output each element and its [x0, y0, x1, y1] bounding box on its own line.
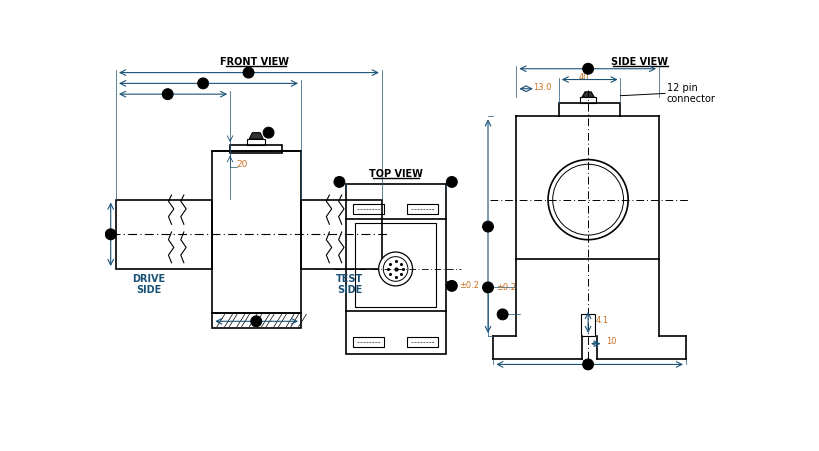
Text: 4: 4 — [108, 230, 113, 239]
Text: 13.0: 13.0 — [533, 83, 551, 92]
Circle shape — [446, 281, 457, 291]
Text: 20: 20 — [236, 160, 247, 169]
Text: 1: 1 — [265, 128, 271, 137]
Circle shape — [105, 229, 116, 239]
Circle shape — [197, 78, 208, 89]
Text: 12 pin
connector: 12 pin connector — [666, 83, 715, 104]
Bar — [353, 337, 383, 347]
Text: 12: 12 — [333, 177, 345, 186]
Text: DRIVE
SIDE: DRIVE SIDE — [132, 274, 165, 295]
Bar — [212, 313, 301, 328]
Bar — [407, 203, 437, 214]
Circle shape — [251, 316, 261, 327]
Bar — [353, 203, 383, 214]
Text: 9: 9 — [485, 283, 491, 292]
Bar — [559, 103, 620, 116]
Bar — [247, 139, 265, 145]
Bar — [230, 145, 282, 153]
Text: 10: 10 — [496, 310, 508, 319]
Text: 11: 11 — [581, 360, 593, 369]
Circle shape — [333, 176, 344, 187]
Text: 5: 5 — [165, 90, 170, 99]
Circle shape — [378, 252, 412, 286]
Text: ±0.2: ±0.2 — [495, 283, 515, 292]
Circle shape — [496, 309, 508, 320]
Text: 8: 8 — [485, 222, 491, 231]
Circle shape — [482, 221, 493, 232]
Text: TOP VIEW: TOP VIEW — [369, 169, 422, 179]
Polygon shape — [581, 92, 594, 97]
Bar — [116, 200, 212, 269]
Circle shape — [446, 176, 457, 187]
Text: 40: 40 — [577, 74, 588, 83]
Bar — [301, 200, 382, 269]
Text: SIDE VIEW: SIDE VIEW — [610, 57, 667, 67]
Bar — [407, 337, 437, 347]
Text: 5: 5 — [448, 177, 455, 186]
Circle shape — [552, 164, 622, 235]
Circle shape — [162, 89, 173, 100]
Bar — [212, 151, 301, 313]
Text: 3: 3 — [200, 79, 206, 88]
Text: 13: 13 — [446, 281, 457, 290]
Bar — [580, 97, 595, 103]
Circle shape — [582, 359, 593, 370]
Text: 6: 6 — [253, 317, 259, 326]
Circle shape — [382, 257, 407, 281]
Bar — [345, 184, 445, 354]
Circle shape — [263, 127, 274, 138]
Text: FRONT VIEW: FRONT VIEW — [220, 57, 289, 67]
Text: 7: 7 — [585, 64, 590, 73]
Text: 4.1: 4.1 — [595, 316, 609, 325]
Circle shape — [482, 282, 493, 293]
Text: 2: 2 — [246, 68, 251, 77]
Text: ±0.2: ±0.2 — [459, 281, 479, 290]
Circle shape — [243, 67, 254, 78]
Text: TEST
SIDE: TEST SIDE — [335, 274, 363, 295]
Circle shape — [547, 160, 627, 239]
Bar — [355, 223, 436, 308]
Text: 10: 10 — [606, 337, 617, 346]
Polygon shape — [249, 133, 263, 139]
Circle shape — [582, 63, 593, 74]
Bar — [581, 314, 595, 336]
